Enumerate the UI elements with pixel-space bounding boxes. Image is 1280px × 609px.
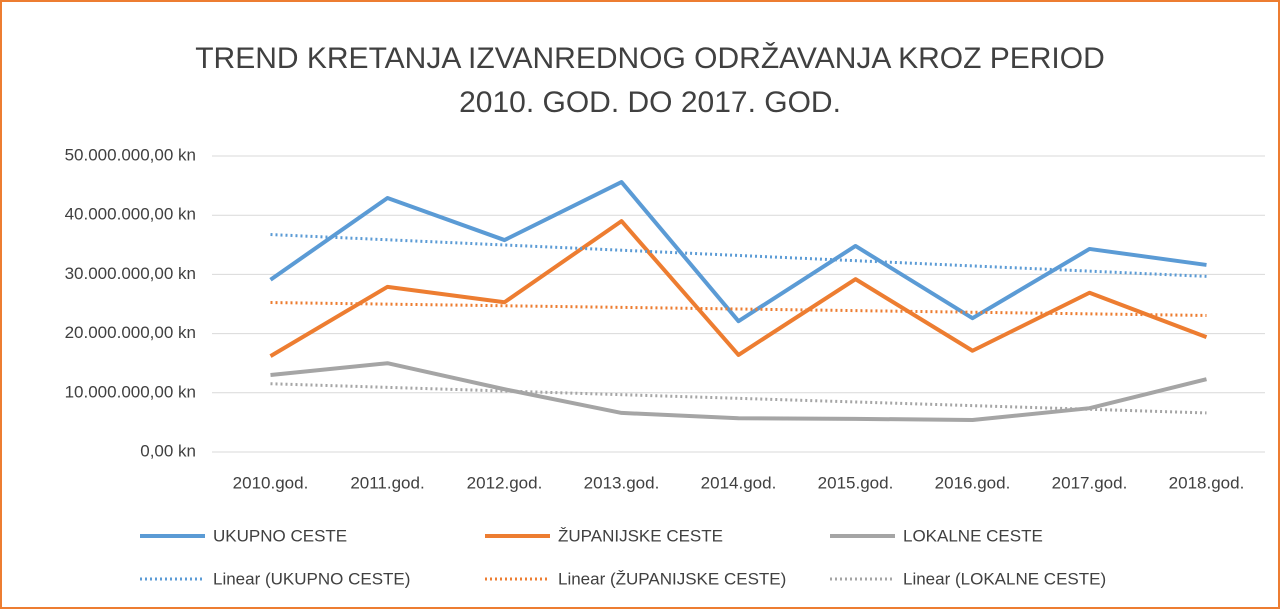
x-tick-label: 2011.god. bbox=[350, 473, 424, 492]
trend-line bbox=[270, 382, 1207, 415]
legend-label: Linear (UKUPNO CESTE) bbox=[213, 569, 410, 588]
chart-title: 2010. GOD. DO 2017. GOD. bbox=[459, 86, 841, 119]
series-line bbox=[269, 180, 1207, 324]
y-tick-label: 0,00 kn bbox=[140, 441, 196, 460]
legend-label: LOKALNE CESTE bbox=[903, 526, 1043, 545]
y-tick-label: 50.000.000,00 kn bbox=[65, 145, 196, 164]
x-tick-label: 2012.god. bbox=[467, 473, 543, 492]
x-tick-label: 2013.god. bbox=[584, 473, 660, 492]
y-tick-label: 30.000.000,00 kn bbox=[65, 264, 196, 283]
x-tick-label: 2017.god. bbox=[1052, 473, 1128, 492]
x-tick-label: 2018.god. bbox=[1169, 473, 1245, 492]
chart-title: TREND KRETANJA IZVANREDNOG ODRŽAVANJA KR… bbox=[195, 42, 1105, 75]
x-tick-label: 2010.god. bbox=[233, 473, 309, 492]
series-line bbox=[270, 361, 1207, 423]
x-tick-label: 2016.god. bbox=[935, 473, 1011, 492]
y-tick-label: 20.000.000,00 kn bbox=[65, 323, 196, 342]
x-tick-label: 2014.god. bbox=[701, 473, 777, 492]
trend-line bbox=[270, 233, 1207, 278]
y-tick-label: 10.000.000,00 kn bbox=[65, 382, 196, 401]
legend-label: ŽUPANIJSKE CESTE bbox=[558, 526, 723, 545]
x-tick-label: 2015.god. bbox=[818, 473, 894, 492]
legend-label: Linear (ŽUPANIJSKE CESTE) bbox=[558, 569, 786, 588]
y-tick-label: 40.000.000,00 kn bbox=[65, 205, 196, 224]
trend-line bbox=[270, 301, 1207, 317]
legend-label: Linear (LOKALNE CESTE) bbox=[903, 569, 1106, 588]
legend-label: UKUPNO CESTE bbox=[213, 526, 347, 545]
